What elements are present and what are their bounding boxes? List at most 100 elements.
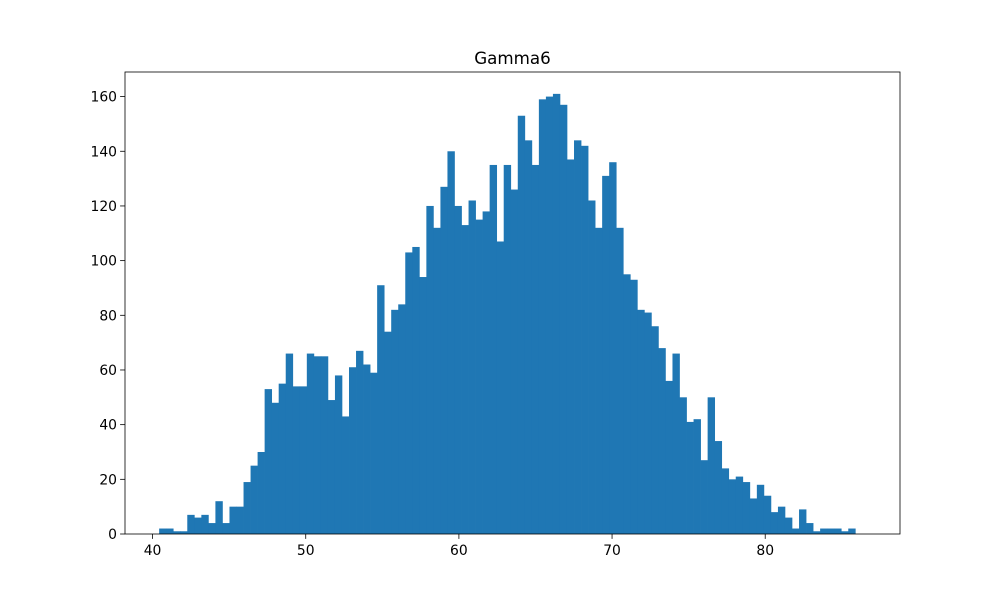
histogram-bar bbox=[630, 279, 638, 534]
histogram-bar bbox=[440, 186, 448, 534]
histogram-bar bbox=[714, 441, 723, 534]
histogram-bar bbox=[742, 482, 751, 534]
histogram-bar bbox=[735, 476, 744, 534]
histogram-bar bbox=[180, 531, 188, 534]
histogram-bar bbox=[173, 531, 181, 534]
x-tick-label: 70 bbox=[603, 543, 621, 559]
histogram-bar bbox=[834, 528, 842, 534]
histogram-bar bbox=[426, 205, 434, 534]
histogram-bar bbox=[616, 227, 624, 534]
histogram-bar bbox=[327, 400, 336, 534]
y-tick-label: 60 bbox=[99, 363, 117, 379]
histogram-bar bbox=[644, 312, 652, 534]
y-tick-label: 140 bbox=[90, 144, 117, 160]
histogram-bar bbox=[686, 421, 694, 534]
histogram-bar bbox=[461, 225, 469, 534]
histogram-bar bbox=[658, 348, 666, 534]
histogram-bar bbox=[222, 523, 230, 534]
histogram-bar bbox=[454, 205, 462, 534]
histogram-bar bbox=[609, 162, 617, 534]
histogram-bar bbox=[341, 416, 350, 534]
histogram-bar bbox=[538, 99, 547, 534]
histogram-bar bbox=[602, 175, 610, 534]
histogram-bar bbox=[496, 241, 505, 535]
histogram-bar bbox=[806, 523, 814, 534]
histogram-bar bbox=[813, 531, 821, 534]
histogram-bar bbox=[468, 200, 476, 535]
histogram-bar bbox=[763, 495, 772, 534]
histogram-bar bbox=[208, 523, 216, 534]
histogram-bar bbox=[412, 246, 420, 534]
histogram-bar bbox=[391, 309, 399, 534]
histogram-bar bbox=[215, 501, 223, 534]
histogram-bar bbox=[749, 498, 758, 534]
histogram-bar bbox=[419, 277, 427, 534]
histogram-bar bbox=[250, 465, 258, 534]
histogram-bar bbox=[299, 386, 308, 534]
histogram-bar bbox=[257, 451, 265, 534]
histogram-bar bbox=[721, 468, 730, 534]
chart-title: Gamma6 bbox=[474, 48, 551, 68]
histogram-bar bbox=[827, 528, 835, 534]
histogram-bar bbox=[623, 274, 631, 534]
histogram-bar bbox=[841, 531, 849, 534]
histogram-bar bbox=[370, 372, 378, 534]
histogram-bar bbox=[665, 380, 673, 534]
histogram-bar bbox=[229, 506, 237, 534]
histogram-bar bbox=[292, 386, 301, 534]
histogram-bar bbox=[784, 517, 793, 534]
histogram-bar bbox=[278, 383, 287, 534]
histogram-bar bbox=[320, 356, 329, 534]
histogram-bar bbox=[363, 364, 371, 534]
histogram-bar bbox=[799, 509, 807, 534]
y-tick-label: 80 bbox=[99, 308, 117, 324]
histogram-bar bbox=[306, 353, 315, 534]
histogram-bar bbox=[489, 164, 498, 534]
histogram-bar bbox=[770, 512, 779, 534]
y-tick-label: 100 bbox=[90, 254, 117, 270]
histogram-bar bbox=[285, 353, 294, 534]
plot-area-frame bbox=[124, 71, 901, 535]
histogram-bar bbox=[475, 219, 483, 534]
histogram-bar bbox=[693, 419, 701, 534]
histogram-bar bbox=[243, 482, 251, 534]
histogram-bar bbox=[384, 331, 392, 534]
histogram-bar bbox=[334, 375, 343, 534]
histogram-bar bbox=[433, 227, 441, 534]
histogram-bar bbox=[349, 367, 357, 534]
histogram-bar bbox=[194, 517, 202, 534]
histogram-bar bbox=[398, 304, 406, 534]
histogram-bar bbox=[574, 140, 582, 534]
histogram-bar bbox=[559, 104, 568, 535]
histogram-bar bbox=[848, 528, 856, 534]
histogram-bar bbox=[651, 326, 659, 534]
histogram-bar bbox=[545, 96, 554, 534]
x-tick-label: 40 bbox=[144, 543, 162, 559]
histogram-bar bbox=[595, 227, 603, 534]
y-tick-label: 20 bbox=[99, 472, 117, 488]
histogram-bar bbox=[756, 484, 765, 534]
x-tick-label: 50 bbox=[297, 543, 315, 559]
histogram-bar bbox=[356, 350, 364, 534]
x-tick-label: 80 bbox=[756, 543, 774, 559]
histogram-bar bbox=[201, 514, 209, 534]
histogram-bar bbox=[264, 389, 273, 534]
histogram-bar bbox=[552, 93, 561, 535]
histogram-bar bbox=[707, 397, 716, 534]
histogram-bar bbox=[377, 285, 385, 534]
histogram-bar bbox=[187, 514, 195, 534]
histogram-bar bbox=[792, 528, 800, 534]
histogram-bar bbox=[820, 528, 828, 534]
x-tick-label: 60 bbox=[450, 543, 468, 559]
y-axis: 0 20 40 60 80 100 120 140 160 bbox=[90, 90, 125, 543]
y-tick-label: 160 bbox=[90, 90, 117, 106]
histogram-bar bbox=[313, 356, 322, 534]
x-axis: 40 50 60 70 80 bbox=[144, 534, 774, 559]
histogram-bar bbox=[405, 252, 413, 534]
y-tick-label: 120 bbox=[90, 199, 117, 215]
histogram-bars bbox=[159, 93, 856, 535]
histogram-bar bbox=[510, 189, 519, 535]
histogram-bar bbox=[777, 506, 786, 534]
histogram-bar bbox=[566, 159, 575, 535]
